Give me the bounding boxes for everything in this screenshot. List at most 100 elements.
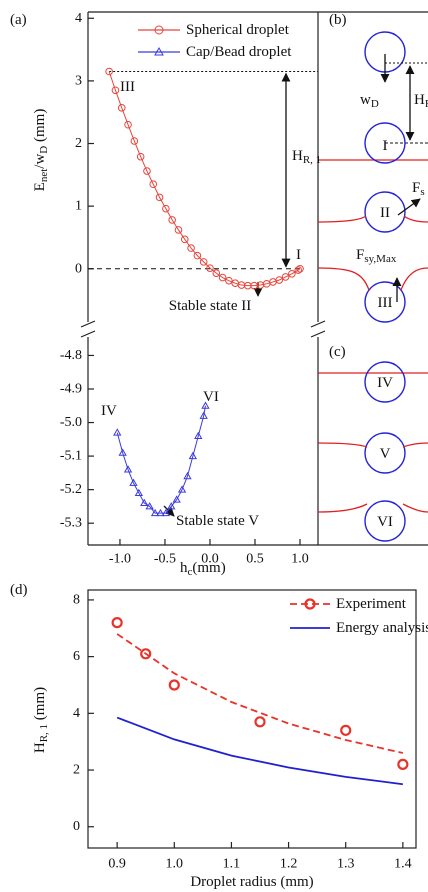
y-tick-label: 3 (75, 73, 82, 88)
label-part: c (188, 566, 193, 578)
panel-a-frame (80, 11, 318, 546)
label-part: F (412, 180, 420, 196)
marker (162, 204, 170, 213)
label-part: H (32, 742, 48, 753)
marker (193, 251, 202, 260)
marker (296, 264, 304, 273)
marker (340, 724, 352, 736)
x-tick-label: 1.0 (291, 552, 309, 567)
y-tick-label: 2 (75, 136, 82, 151)
panel-d-frame (87, 589, 417, 849)
y-tick-label: 6 (73, 649, 80, 664)
y-axis-label: HR, 1 (mm) (32, 687, 50, 753)
x-tick-label: 1.3 (337, 857, 355, 872)
annotation: Stable state V (176, 513, 259, 529)
marker (113, 428, 122, 436)
marker (199, 411, 208, 419)
marker (130, 137, 139, 145)
marker (161, 508, 171, 517)
y-tick-label: 1 (75, 199, 82, 214)
y-tick-label: -5.3 (60, 516, 82, 531)
label-part: D (371, 98, 379, 110)
label-part: H (292, 148, 303, 164)
marker (145, 502, 154, 510)
x-tick-label: -0.5 (154, 552, 176, 567)
marker (154, 46, 164, 56)
marker (281, 273, 290, 281)
x-axis-label: hc(mm) (180, 560, 226, 578)
y-tick-label: -4.8 (60, 348, 82, 363)
label-part: (mm) (192, 560, 225, 576)
f-s-label: Fs (412, 180, 425, 198)
x-tick-label: 0.5 (246, 552, 264, 567)
marker (177, 485, 187, 493)
x-tick-label: 0.0 (201, 552, 219, 567)
label-part: net (38, 169, 50, 182)
label-part: F (356, 247, 364, 263)
state-label: V (380, 446, 391, 462)
marker (167, 502, 176, 510)
marker (168, 679, 180, 691)
height-label: HR, 1 (292, 148, 321, 166)
legend-label: Cap/Bead droplet (186, 44, 292, 60)
panel-label: (c) (329, 344, 346, 360)
marker (304, 598, 316, 610)
label-part: D (38, 146, 50, 154)
label-part: /w (32, 154, 48, 169)
x-axis-label: Droplet radius (mm) (190, 874, 313, 890)
y-tick-label: -5.1 (60, 449, 82, 464)
marker (188, 451, 198, 460)
marker (111, 617, 123, 629)
marker (134, 488, 144, 496)
marker (117, 104, 126, 112)
x-tick-label: 1.1 (223, 857, 241, 872)
y-tick-label: -5.0 (60, 415, 82, 430)
state-label: III (378, 295, 393, 311)
marker (118, 448, 127, 456)
marker (254, 716, 266, 728)
w-d-label: wD (360, 92, 379, 110)
marker (155, 193, 164, 202)
annotation: Stable state II (169, 298, 251, 314)
series-line (108, 71, 301, 287)
marker (183, 471, 192, 480)
label-part: h (180, 560, 188, 576)
state-label: II (380, 205, 390, 221)
marker (136, 152, 145, 161)
state-label: IV (377, 375, 393, 391)
label-part: (mm) (32, 109, 48, 146)
label-part: R, 1 (303, 154, 321, 166)
marker (199, 258, 208, 266)
marker (168, 216, 176, 224)
marker (143, 167, 151, 175)
marker (123, 465, 133, 473)
label-part: s (420, 186, 424, 198)
arrow (163, 505, 175, 517)
state-label: VI (377, 514, 393, 530)
y-tick-label: 8 (73, 592, 80, 607)
legend-label: Spherical droplet (186, 22, 290, 38)
marker (174, 226, 183, 234)
marker (288, 269, 296, 278)
annotation: I (296, 247, 301, 263)
marker (149, 180, 158, 189)
annotation: IV (101, 403, 117, 419)
marker (124, 120, 132, 129)
panel-label: (d) (10, 582, 28, 598)
marker (201, 401, 210, 409)
annotation: VI (203, 389, 219, 405)
marker (225, 276, 233, 285)
label-part: sy,Max (364, 253, 396, 265)
marker (275, 276, 284, 284)
h-r-label: HR (414, 92, 428, 110)
series-line (116, 716, 403, 786)
marker (180, 235, 189, 244)
label-part: R, 1 (38, 724, 50, 742)
marker (172, 495, 181, 503)
y-tick-label: 4 (73, 706, 80, 721)
marker (111, 86, 120, 95)
x-tick-label: 0.9 (108, 857, 126, 872)
schematic (310, 11, 428, 546)
y-tick-label: 0 (75, 261, 82, 276)
f-sy-max-label: Fsy,Max (356, 247, 397, 265)
